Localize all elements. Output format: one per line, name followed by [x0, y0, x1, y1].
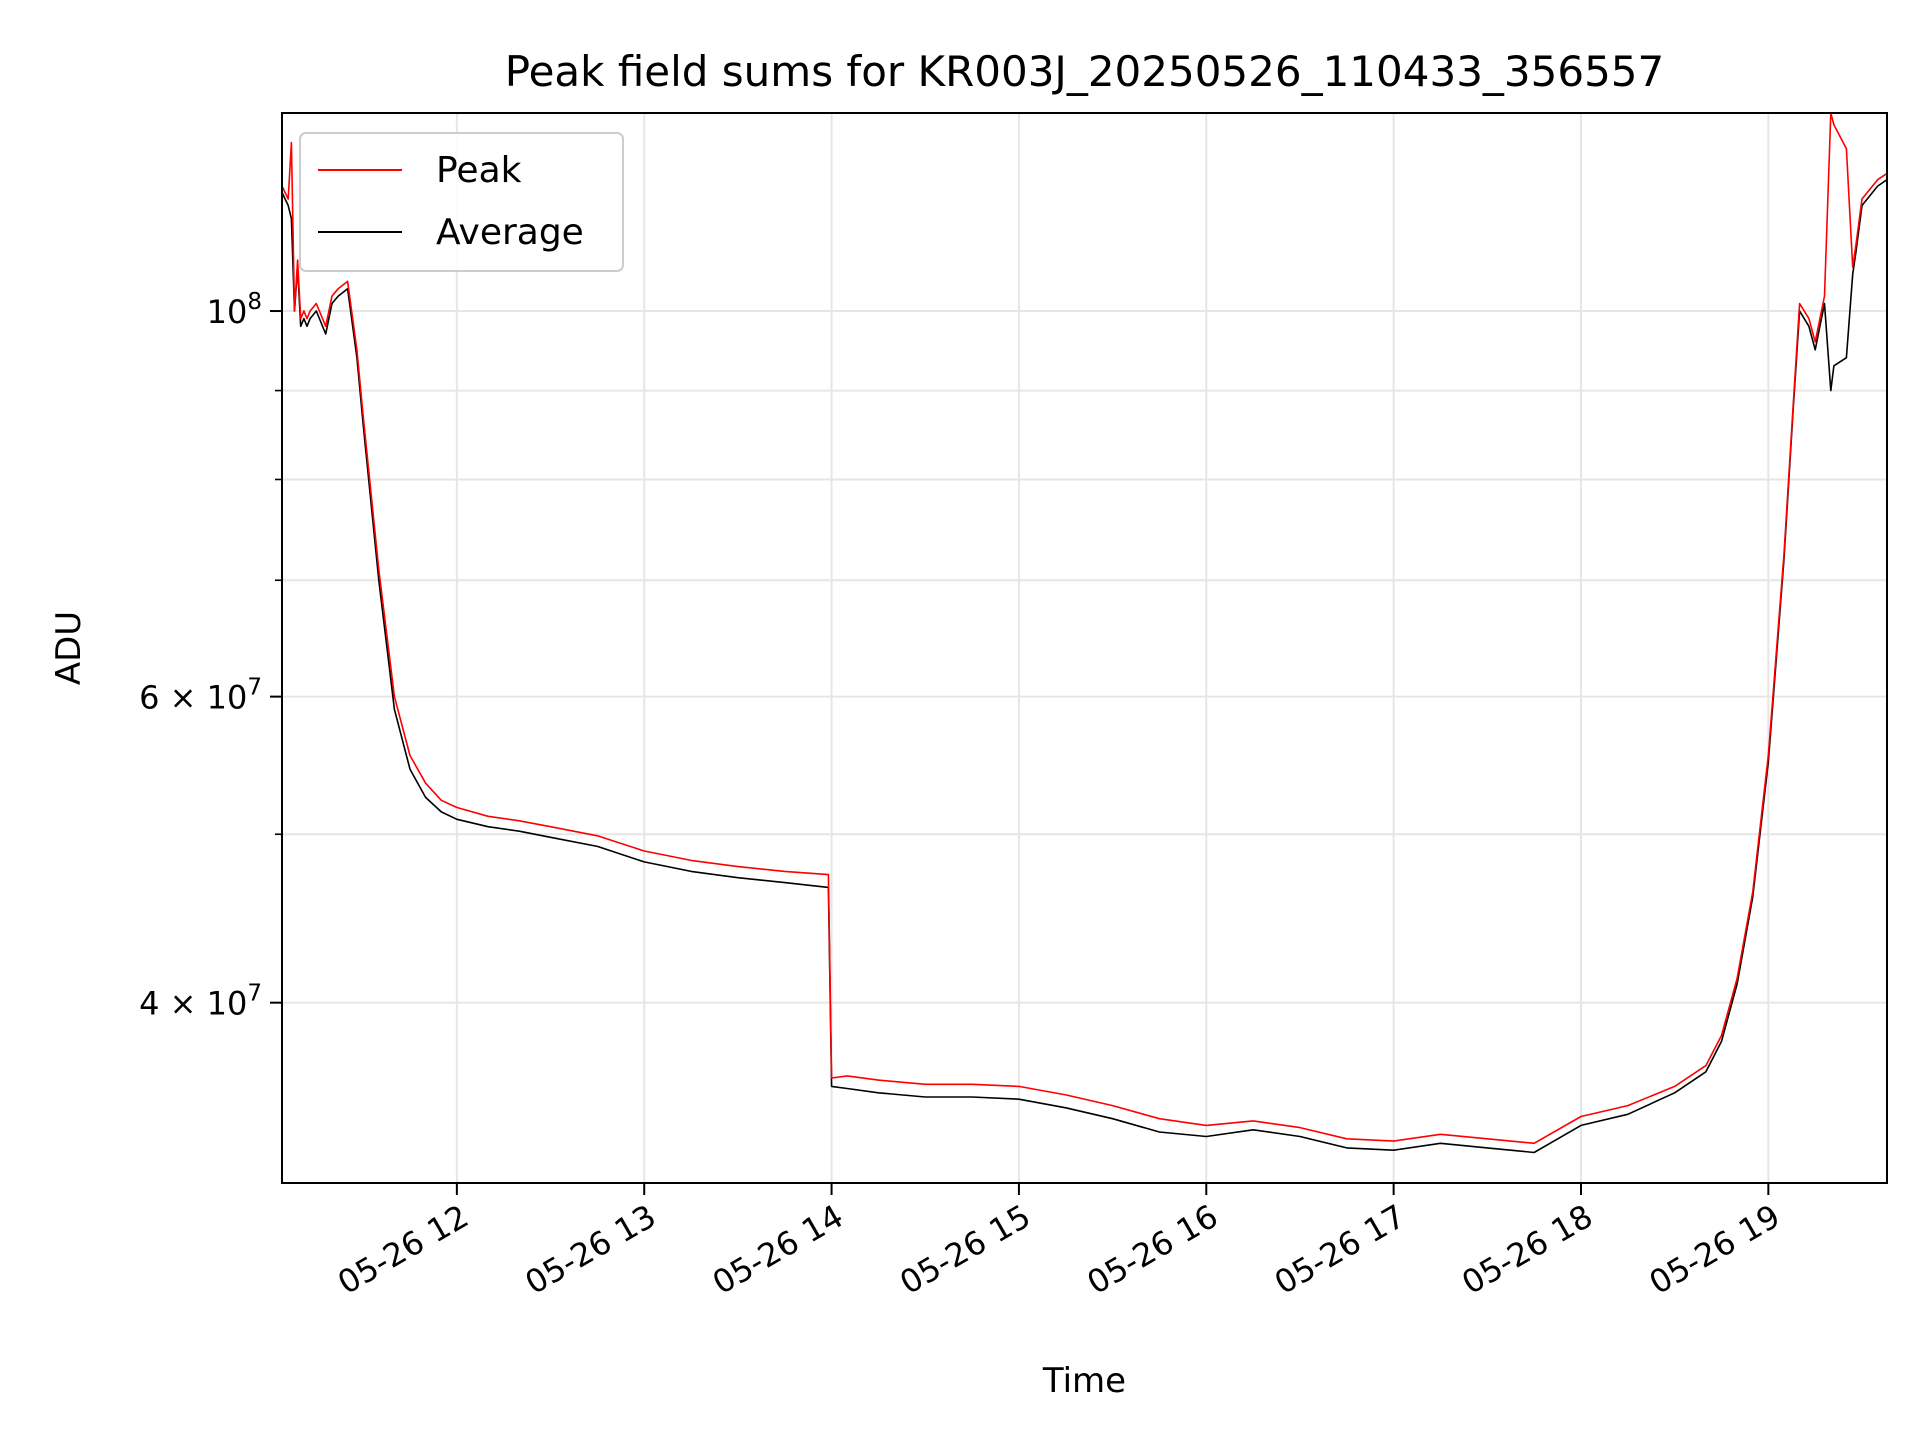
grid [282, 113, 1887, 1183]
y-tick-label-base: 6 × 10 [139, 679, 247, 717]
plot-frame [281, 112, 1888, 1184]
legend-label-average: Average [436, 212, 584, 253]
legend-label-peak: Peak [436, 150, 522, 191]
plot-series [281, 112, 1888, 1154]
legend: Peak Average [299, 132, 624, 272]
y-axis-title: ADU [49, 611, 89, 685]
y-tick-label-exponent: 7 [247, 981, 262, 1007]
y-tick-label-base: 10 [207, 293, 248, 331]
y-tick-label-exponent: 8 [247, 289, 262, 315]
y-tick-label-base: 4 × 10 [139, 985, 247, 1023]
y-tick-label: 108 [207, 289, 262, 331]
chart-title: Peak field sums for KR003J_20250526_1104… [505, 47, 1665, 96]
x-axis-title: Time [1042, 1361, 1126, 1401]
legend-box [299, 132, 624, 272]
y-tick-label: 4 × 107 [139, 981, 262, 1023]
series-line-peak [281, 112, 1888, 1145]
y-tick-label: 6 × 107 [139, 675, 262, 717]
y-tick-label-exponent: 7 [247, 675, 262, 701]
